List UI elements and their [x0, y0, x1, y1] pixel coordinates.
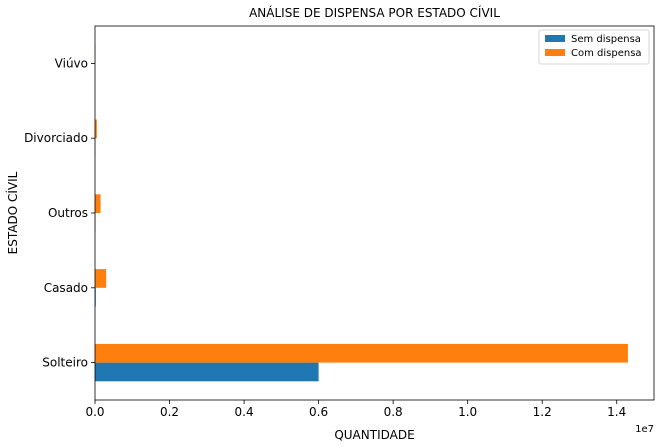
legend: Sem dispensa Com dispensa	[538, 29, 650, 65]
x-tick-label: 0.6	[309, 405, 328, 419]
x-tick-label: 0.2	[160, 405, 179, 419]
chart-title: ANÁLISE DE DISPENSA POR ESTADO CÍVIL	[249, 5, 500, 20]
bar-com-dispensa-divorciado	[95, 119, 97, 139]
x-axis-offset-label: 1e7	[635, 424, 654, 435]
bar-com-dispensa-casado	[95, 269, 107, 288]
x-tick-label: 0.4	[235, 405, 254, 419]
legend-swatch-sem-dispensa	[545, 35, 565, 42]
y-tick-label-viúvo: Viúvo	[55, 56, 88, 70]
bars-group	[95, 44, 628, 382]
y-tick-label-solteiro: Solteiro	[42, 356, 88, 370]
y-axis-ticks: Solteiro Casado Outros Divorciado Viúvo	[24, 56, 95, 370]
legend-frame	[538, 29, 650, 65]
y-axis-title: ESTADO CÍVIL	[5, 171, 20, 254]
x-tick-label: 0.0	[85, 405, 104, 419]
x-axis-title: QUANTIDADE	[334, 428, 414, 442]
bar-com-dispensa-outros	[95, 194, 101, 213]
x-tick-label: 0.8	[384, 405, 403, 419]
y-tick-label-outros: Outros	[48, 206, 88, 220]
x-tick-label: 1.0	[458, 405, 477, 419]
x-tick-label: 1.4	[607, 405, 626, 419]
y-tick-label-casado: Casado	[44, 281, 88, 295]
bar-sem-dispensa-solteiro	[95, 362, 319, 382]
y-tick-label-divorciado: Divorciado	[24, 131, 88, 145]
legend-label-com-dispensa: Com dispensa	[571, 48, 642, 59]
x-tick-label: 1.2	[533, 405, 552, 419]
legend-swatch-com-dispensa	[545, 49, 565, 56]
legend-label-sem-dispensa: Sem dispensa	[571, 34, 641, 45]
x-axis-ticks: 0.0 0.2 0.4 0.6 0.8 1.0 1.2 1.4	[85, 400, 626, 419]
bar-com-dispensa-solteiro	[95, 343, 628, 363]
